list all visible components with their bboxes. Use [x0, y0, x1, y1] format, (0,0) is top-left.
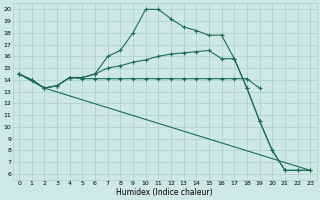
- X-axis label: Humidex (Indice chaleur): Humidex (Indice chaleur): [116, 188, 213, 197]
